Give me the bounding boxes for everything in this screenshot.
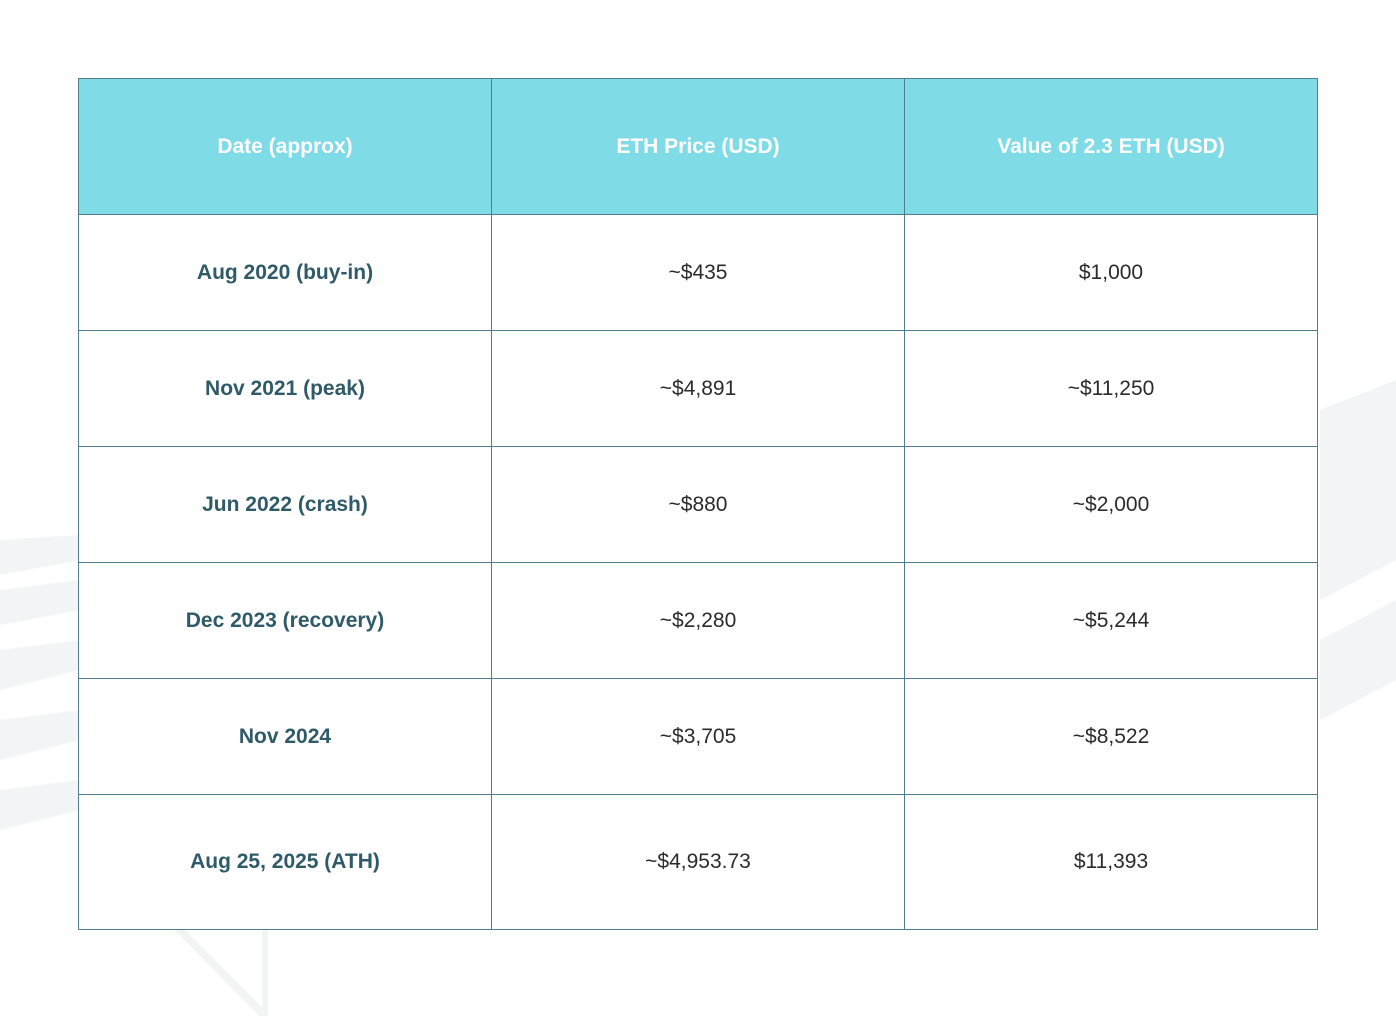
header-date: Date (approx) bbox=[78, 78, 492, 215]
cell-date: Aug 2020 (buy-in) bbox=[78, 214, 492, 331]
cell-value: $11,393 bbox=[904, 794, 1318, 930]
cell-eth-price: ~$880 bbox=[491, 446, 905, 563]
cell-date: Jun 2022 (crash) bbox=[78, 446, 492, 563]
table-row: Jun 2022 (crash) ~$880 ~$2,000 bbox=[78, 446, 1318, 563]
table-row: Nov 2024 ~$3,705 ~$8,522 bbox=[78, 678, 1318, 795]
cell-date: Nov 2024 bbox=[78, 678, 492, 795]
cell-eth-price: ~$4,953.73 bbox=[491, 794, 905, 930]
cell-value: $1,000 bbox=[904, 214, 1318, 331]
table-row: Aug 25, 2025 (ATH) ~$4,953.73 $11,393 bbox=[78, 794, 1318, 930]
cell-eth-price: ~$435 bbox=[491, 214, 905, 331]
cell-value: ~$2,000 bbox=[904, 446, 1318, 563]
cell-value: ~$8,522 bbox=[904, 678, 1318, 795]
cell-eth-price: ~$4,891 bbox=[491, 330, 905, 447]
header-value: Value of 2.3 ETH (USD) bbox=[904, 78, 1318, 215]
cell-value: ~$11,250 bbox=[904, 330, 1318, 447]
cell-date: Dec 2023 (recovery) bbox=[78, 562, 492, 679]
table-row: Aug 2020 (buy-in) ~$435 $1,000 bbox=[78, 214, 1318, 331]
table-row: Dec 2023 (recovery) ~$2,280 ~$5,244 bbox=[78, 562, 1318, 679]
cell-eth-price: ~$2,280 bbox=[491, 562, 905, 679]
table-row: Nov 2021 (peak) ~$4,891 ~$11,250 bbox=[78, 330, 1318, 447]
header-eth-price: ETH Price (USD) bbox=[491, 78, 905, 215]
cell-date: Nov 2021 (peak) bbox=[78, 330, 492, 447]
cell-value: ~$5,244 bbox=[904, 562, 1318, 679]
table-header-row: Date (approx) ETH Price (USD) Value of 2… bbox=[78, 78, 1318, 215]
cell-date: Aug 25, 2025 (ATH) bbox=[78, 794, 492, 930]
cell-eth-price: ~$3,705 bbox=[491, 678, 905, 795]
eth-value-table: Date (approx) ETH Price (USD) Value of 2… bbox=[78, 78, 1318, 930]
